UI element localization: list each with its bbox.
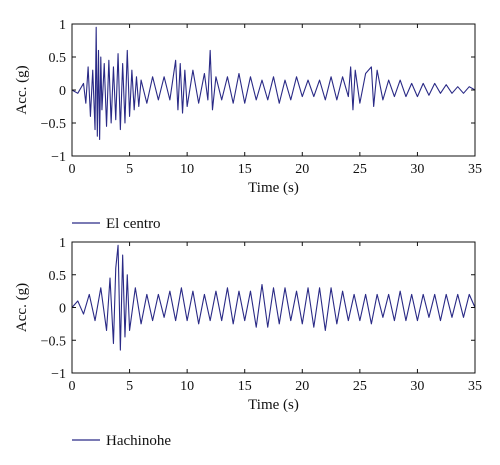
- x-tick-label: 30: [410, 379, 424, 394]
- y-tick-label: 0: [59, 302, 66, 317]
- y-tick-label: 0.5: [49, 269, 67, 284]
- x-tick-label: 25: [353, 379, 367, 394]
- y-tick-label: 0.5: [49, 51, 67, 66]
- x-tick-label: 20: [295, 162, 309, 177]
- x-tick-label: 30: [410, 162, 424, 177]
- series-line-0: [71, 244, 476, 351]
- x-tick-label: 0: [69, 379, 76, 394]
- hachinohe-chart: 0 5 10 15 20 25 30 35 −1 −0.5 0 0.5 1 Time (s) Acc. (g…: [14, 236, 482, 449]
- x-axis-label: Time (s): [248, 180, 299, 196]
- x-tick-label: 5: [126, 379, 133, 394]
- x-tick-label: 35: [468, 379, 482, 394]
- x-tick-label: 10: [180, 379, 194, 394]
- x-axis-label: Time (s): [248, 397, 299, 413]
- y-tick-label: 0: [59, 84, 66, 99]
- y-tick-label: −1: [51, 367, 66, 382]
- y-tick-label: 1: [59, 18, 66, 33]
- x-tick-label: 25: [353, 162, 367, 177]
- series-line-0: [71, 26, 476, 141]
- x-tick-label: 20: [295, 379, 309, 394]
- x-tick-label: 15: [238, 379, 252, 394]
- x-tick-label: 0: [69, 162, 76, 177]
- y-tick-label: −0.5: [41, 334, 66, 349]
- y-axis-label: Acc. (g): [14, 283, 30, 332]
- legend-label: El centro: [106, 216, 161, 232]
- y-tick-label: 1: [59, 236, 66, 251]
- legend-label: Hachinohe: [106, 433, 171, 449]
- y-tick-label: −1: [51, 150, 66, 165]
- y-tick-label: −0.5: [41, 117, 66, 132]
- x-tick-label: 5: [126, 162, 133, 177]
- el-centro-chart: 0 5 10 15 20 25 30 35 −1 −0.5 0 0.5 1 Time (s) Acc. (g…: [14, 18, 482, 232]
- x-tick-label: 10: [180, 162, 194, 177]
- x-tick-label: 15: [238, 162, 252, 177]
- y-axis-label: Acc. (g): [14, 65, 30, 114]
- x-tick-label: 35: [468, 162, 482, 177]
